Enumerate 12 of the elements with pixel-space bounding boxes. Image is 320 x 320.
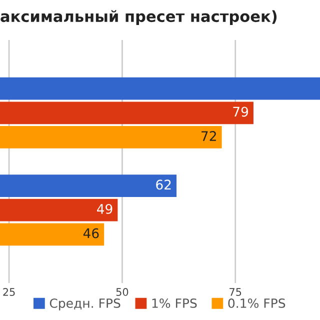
x-tick-label: 50: [116, 288, 128, 296]
legend-label: Средн. FPS: [50, 298, 120, 310]
legend-label: 1% FPS: [152, 298, 197, 308]
data-label: 72: [202, 131, 216, 141]
data-label: 62: [156, 180, 171, 190]
data-label: 46: [83, 228, 99, 238]
chart-title: аксимальный пресет настроек): [0, 10, 277, 26]
data-label: 49: [97, 204, 112, 214]
data-label: 79: [233, 106, 248, 117]
legend-label: 0.1% FPS: [228, 298, 286, 308]
x-tick-label: 25: [3, 288, 15, 296]
x-tick-label: 75: [230, 288, 242, 296]
